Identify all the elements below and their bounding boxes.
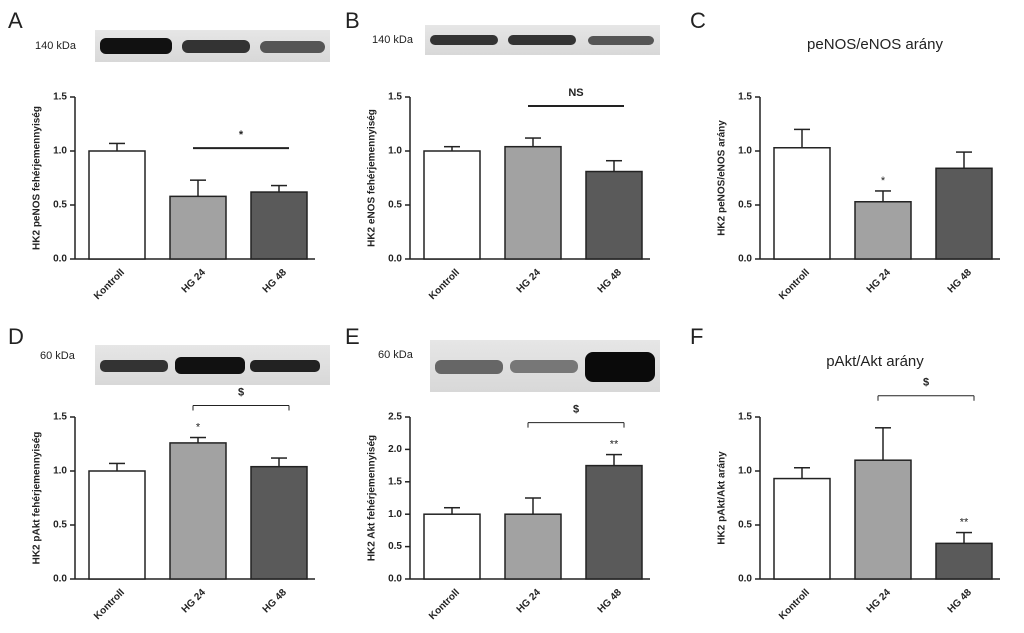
y-tick-label: 0.0: [53, 574, 67, 585]
blot-label: 60 kDa: [378, 349, 414, 361]
comparison-label: *: [239, 129, 244, 141]
y-tick-label: 1.0: [388, 509, 402, 520]
significance-label: **: [610, 438, 619, 450]
y-tick-label: 0.0: [388, 254, 402, 265]
y-tick-label: 0.5: [738, 200, 752, 211]
y-tick-label: 0.0: [738, 254, 752, 265]
y-tick-label: 0.0: [53, 254, 67, 265]
blots: [95, 25, 660, 392]
bar: [935, 167, 993, 260]
panel-letter: B: [345, 8, 360, 33]
panel-letter: A: [8, 8, 23, 33]
y-tick-label: 2.0: [388, 444, 402, 455]
x-tick-label: HG 48: [261, 267, 290, 296]
bar: [585, 170, 643, 260]
y-tick-label: 2.5: [388, 412, 402, 423]
y-tick-label: 0.5: [738, 520, 752, 531]
bar: [423, 513, 481, 580]
y-tick-label: 0.5: [53, 200, 67, 211]
y-tick-label: 1.5: [53, 92, 67, 103]
comparison-label: $: [238, 386, 244, 398]
bar: [169, 195, 227, 260]
y-axis-label: HK2 peNOS fehérjemennyiség: [32, 106, 43, 250]
y-axis-label: HK2 pAkt/Akt arány: [717, 451, 728, 545]
x-tick-label: HG 48: [261, 587, 290, 616]
x-tick-label: HG 24: [180, 267, 209, 296]
y-tick-label: 1.5: [738, 412, 752, 423]
bar: [773, 477, 831, 580]
x-tick-label: HG 24: [515, 587, 544, 616]
y-tick-label: 1.5: [738, 92, 752, 103]
panel-letter: F: [690, 324, 703, 349]
x-tick-label: HG 24: [515, 267, 544, 296]
significance-label: **: [960, 516, 969, 528]
x-tick-label: HG 24: [865, 267, 894, 296]
bar: [854, 201, 912, 260]
bar: [504, 145, 562, 260]
blot-label: 140 kDa: [372, 34, 414, 46]
panel-letter: C: [690, 8, 706, 33]
y-tick-label: 1.0: [738, 146, 752, 157]
comparison-label: $: [923, 377, 929, 389]
x-tick-label: HG 48: [596, 587, 625, 616]
y-axis-label: HK2 Akt fehérjemennyiség: [367, 435, 378, 561]
bar: [423, 150, 481, 260]
y-tick-label: 1.5: [388, 92, 402, 103]
bar: [935, 542, 993, 580]
y-tick-label: 0.5: [53, 520, 67, 531]
comparison-label: NS: [568, 87, 583, 99]
x-tick-label: Kontroll: [777, 587, 812, 622]
bar: [854, 459, 912, 580]
y-axis-label: HK2 pAkt fehérjemennyiség: [32, 432, 43, 565]
x-tick-label: HG 48: [946, 267, 975, 296]
y-tick-label: 0.0: [738, 574, 752, 585]
blot-label: 60 kDa: [40, 350, 76, 362]
blot-label: 140 kDa: [35, 40, 77, 52]
y-axis-label: HK2 peNOS/eNOS arány: [717, 120, 728, 236]
y-tick-label: 0.5: [388, 200, 402, 211]
x-tick-label: HG 24: [180, 587, 209, 616]
bar: [88, 150, 146, 260]
y-tick-label: 0.0: [388, 574, 402, 585]
bar: [88, 470, 146, 580]
significance-label: *: [196, 421, 201, 433]
chart-title: peNOS/eNOS arány: [807, 36, 943, 53]
x-tick-label: Kontroll: [92, 267, 127, 302]
bar: [773, 147, 831, 260]
y-tick-label: 1.0: [738, 466, 752, 477]
y-tick-label: 0.5: [388, 541, 402, 552]
comparison-label: $: [573, 403, 579, 415]
y-tick-label: 1.0: [53, 466, 67, 477]
x-tick-label: HG 48: [946, 587, 975, 616]
chart-title: pAkt/Akt arány: [826, 353, 924, 370]
bar: [250, 191, 308, 260]
y-axis-label: HK2 eNOS fehérjemennyiség: [367, 109, 378, 247]
x-tick-label: Kontroll: [777, 267, 812, 302]
panel-letter: D: [8, 324, 24, 349]
x-tick-label: Kontroll: [427, 267, 462, 302]
bar: [504, 513, 562, 580]
x-tick-label: HG 48: [596, 267, 625, 296]
bar: [250, 465, 308, 580]
significance-label: *: [881, 175, 886, 187]
x-tick-label: Kontroll: [427, 587, 462, 622]
y-tick-label: 1.5: [388, 476, 402, 487]
bar: [585, 464, 643, 580]
bar: [169, 442, 227, 580]
x-tick-label: HG 24: [865, 587, 894, 616]
y-tick-label: 1.0: [388, 146, 402, 157]
y-tick-label: 1.0: [53, 146, 67, 157]
panel-letter: E: [345, 324, 360, 349]
y-tick-label: 1.5: [53, 412, 67, 423]
x-tick-label: Kontroll: [92, 587, 127, 622]
